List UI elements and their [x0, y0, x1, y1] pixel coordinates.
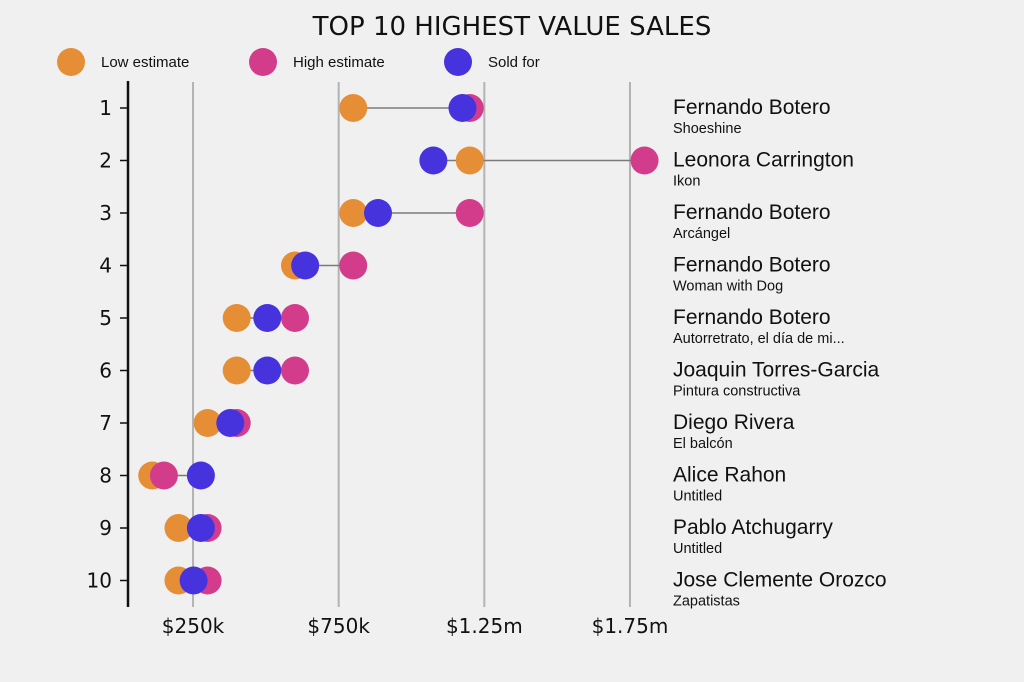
sold-for-dot	[186, 461, 215, 490]
artist-name: Pablo Atchugarry	[673, 516, 833, 539]
high-estimate-dot	[630, 146, 659, 175]
legend-high-marker	[249, 48, 277, 76]
low-estimate-dot	[222, 356, 251, 385]
x-tick-label: $1.25m	[446, 614, 523, 638]
x-axis-tick-labels: $250k $750k $1.25m $1.75m	[162, 614, 669, 638]
row-label: Fernando Botero Woman with Dog	[673, 254, 831, 295]
high-estimate-dot	[280, 304, 309, 332]
artwork-title: Woman with Dog	[673, 279, 783, 295]
y-tick-label: 9	[99, 516, 112, 540]
row-4	[280, 251, 368, 280]
y-axis-ticks: 1 2 3 4 5 6 7 8 9 10	[87, 96, 128, 593]
artist-name: Alice Rahon	[673, 464, 786, 487]
legend-item-sold: Sold for	[444, 48, 540, 76]
sold-for-dot	[253, 356, 282, 385]
artwork-title: Autorretrato, el día de mi...	[673, 331, 845, 347]
row-label: Diego Rivera El balcón	[673, 411, 795, 452]
artist-name: Joaquin Torres-Garcia	[673, 359, 880, 382]
legend-sold-label: Sold for	[488, 54, 540, 71]
y-tick-label: 4	[99, 254, 112, 278]
chart-rows	[138, 94, 659, 595]
row-8	[138, 461, 215, 490]
artist-name: Fernando Botero	[673, 96, 831, 119]
row-5	[222, 304, 309, 332]
high-estimate-dot	[455, 199, 484, 227]
legend-high-label: High estimate	[293, 54, 385, 71]
sold-for-dot	[179, 566, 208, 595]
legend-item-high: High estimate	[249, 48, 385, 76]
sold-for-dot	[186, 514, 215, 542]
artwork-title: Untitled	[673, 541, 722, 557]
sold-for-dot	[253, 304, 282, 332]
artwork-title: Arcángel	[673, 226, 730, 242]
artwork-title: Pintura constructiva	[673, 384, 801, 400]
y-tick-label: 1	[99, 96, 112, 120]
sold-for-dot	[419, 146, 448, 175]
row-label: Alice Rahon Untitled	[673, 464, 786, 505]
artist-name: Fernando Botero	[673, 201, 831, 224]
low-estimate-dot	[455, 146, 484, 175]
sold-for-dot	[291, 251, 320, 280]
legend: Low estimate High estimate Sold for	[57, 48, 540, 76]
y-tick-label: 7	[99, 411, 112, 435]
row-6	[222, 356, 309, 385]
high-estimate-dot	[339, 251, 368, 280]
y-tick-label: 3	[99, 201, 112, 225]
y-tick-label: 5	[99, 306, 112, 330]
x-tick-label: $750k	[307, 614, 370, 638]
sold-for-dot	[448, 94, 477, 122]
row-label: Fernando Botero Shoeshine	[673, 96, 831, 137]
row-label: Fernando Botero Autorretrato, el día de m…	[673, 306, 845, 347]
legend-low-label: Low estimate	[101, 54, 189, 71]
artwork-title: Zapatistas	[673, 594, 740, 610]
row-7	[193, 409, 251, 437]
legend-sold-marker	[444, 48, 472, 76]
high-estimate-dot	[149, 461, 178, 490]
chart-title: TOP 10 HIGHEST VALUE SALES	[312, 12, 712, 42]
artist-name: Fernando Botero	[673, 254, 831, 277]
low-estimate-dot	[339, 94, 368, 122]
y-tick-label: 10	[87, 569, 112, 593]
artist-name: Diego Rivera	[673, 411, 795, 434]
legend-item-low: Low estimate	[57, 48, 189, 76]
artwork-title: El balcón	[673, 436, 733, 452]
x-tick-label: $250k	[162, 614, 225, 638]
row-label: Jose Clemente Orozco Zapatistas	[673, 569, 887, 610]
y-tick-label: 8	[99, 464, 112, 488]
row-9	[164, 514, 222, 542]
legend-low-marker	[57, 48, 85, 76]
artist-name: Jose Clemente Orozco	[673, 569, 887, 592]
artwork-title: Ikon	[673, 174, 700, 190]
y-tick-label: 2	[99, 149, 112, 173]
x-tick-label: $1.75m	[592, 614, 669, 638]
row-2	[419, 146, 659, 175]
y-tick-label: 6	[99, 359, 112, 383]
row-label: Fernando Botero Arcángel	[673, 201, 831, 242]
row-10	[164, 566, 222, 595]
low-estimate-dot	[164, 514, 193, 542]
row-label: Leonora Carrington Ikon	[673, 149, 854, 190]
low-estimate-dot	[193, 409, 222, 437]
low-estimate-dot	[222, 304, 251, 332]
sold-for-dot	[364, 199, 393, 227]
high-estimate-dot	[280, 356, 309, 385]
artwork-title: Untitled	[673, 489, 722, 505]
row-labels: Fernando Botero Shoeshine Leonora Carringt…	[673, 96, 887, 610]
row-1	[339, 94, 484, 122]
artist-name: Leonora Carrington	[673, 149, 854, 172]
row-label: Pablo Atchugarry Untitled	[673, 516, 833, 557]
low-estimate-dot	[339, 199, 368, 227]
row-label: Joaquin Torres-Garcia Pintura constructiv…	[673, 359, 880, 400]
sold-for-dot	[216, 409, 245, 437]
artwork-title: Shoeshine	[673, 121, 742, 137]
row-3	[339, 199, 484, 227]
artist-name: Fernando Botero	[673, 306, 831, 329]
